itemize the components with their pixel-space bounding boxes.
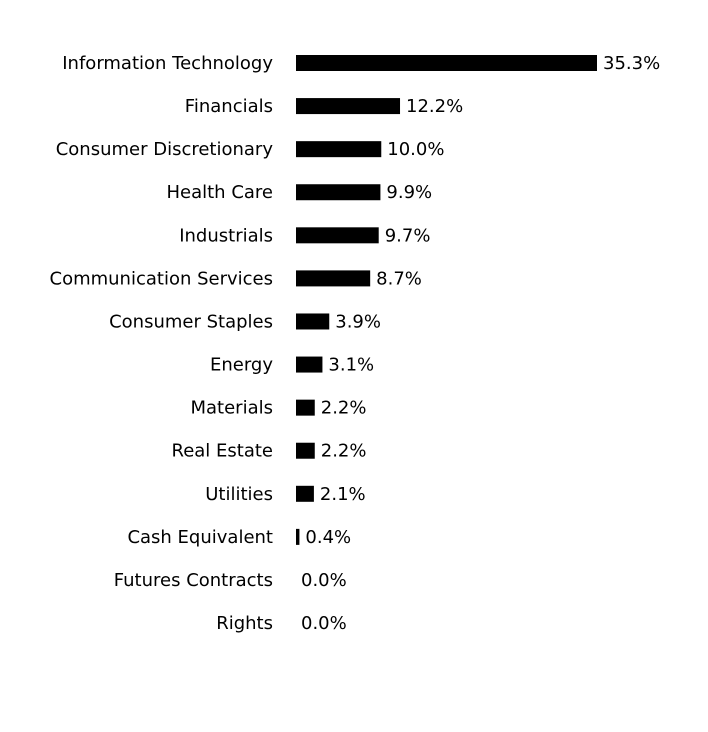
value-label: 12.2% <box>406 96 463 117</box>
bar <box>296 270 371 287</box>
bar <box>296 55 597 71</box>
bar <box>296 399 315 416</box>
bar <box>296 313 330 330</box>
value-label: 0.0% <box>301 613 347 634</box>
category-label: Consumer Discretionary <box>56 139 274 160</box>
value-label: 8.7% <box>376 268 422 289</box>
category-label: Futures Contracts <box>114 570 273 591</box>
category-label: Real Estate <box>172 441 274 462</box>
bar <box>296 528 300 545</box>
value-label: 2.2% <box>321 398 367 419</box>
bar <box>296 442 315 459</box>
bar <box>296 184 381 201</box>
category-label: Utilities <box>205 484 273 505</box>
category-label: Materials <box>190 398 273 419</box>
category-label: Industrials <box>179 225 273 246</box>
category-label: Health Care <box>166 182 273 203</box>
bar <box>296 356 323 373</box>
category-label: Energy <box>210 355 273 376</box>
value-label: 10.0% <box>387 139 444 160</box>
value-label: 3.1% <box>328 355 374 376</box>
bar <box>296 485 314 502</box>
value-label: 0.0% <box>301 570 347 591</box>
category-label: Financials <box>185 96 273 117</box>
category-label: Cash Equivalent <box>127 527 273 548</box>
value-label: 0.4% <box>305 527 351 548</box>
category-label: Information Technology <box>62 53 273 74</box>
value-label: 9.7% <box>385 225 431 246</box>
category-label: Consumer Staples <box>109 311 273 332</box>
category-label: Communication Services <box>50 268 274 289</box>
value-label: 3.9% <box>335 311 381 332</box>
bar <box>296 227 379 244</box>
value-label: 35.3% <box>603 53 660 74</box>
value-label: 2.1% <box>320 484 366 505</box>
bar <box>296 98 401 115</box>
bar <box>296 141 382 158</box>
category-label: Rights <box>216 613 273 634</box>
value-label: 2.2% <box>321 441 367 462</box>
value-label: 9.9% <box>386 182 432 203</box>
